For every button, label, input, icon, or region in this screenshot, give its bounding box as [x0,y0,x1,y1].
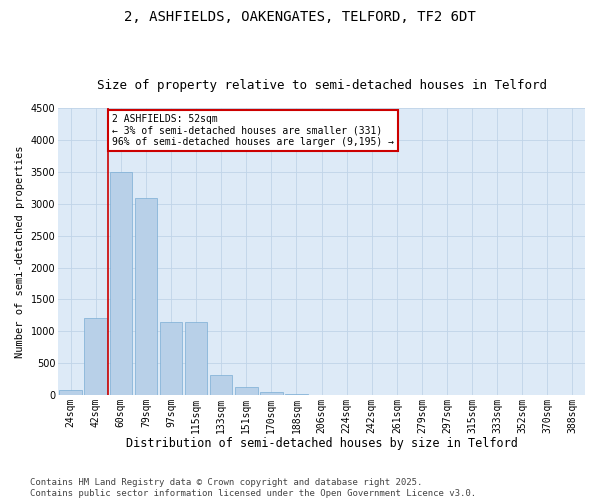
Text: 2, ASHFIELDS, OAKENGATES, TELFORD, TF2 6DT: 2, ASHFIELDS, OAKENGATES, TELFORD, TF2 6… [124,10,476,24]
Bar [185,322,208,395]
Bar [110,172,132,395]
Y-axis label: Number of semi-detached properties: Number of semi-detached properties [15,146,25,358]
Bar [134,198,157,395]
X-axis label: Distribution of semi-detached houses by size in Telford: Distribution of semi-detached houses by … [125,437,517,450]
Text: 2 ASHFIELDS: 52sqm
← 3% of semi-detached houses are smaller (331)
96% of semi-de: 2 ASHFIELDS: 52sqm ← 3% of semi-detached… [112,114,394,146]
Bar [235,386,257,395]
Bar [59,390,82,395]
Bar [85,318,107,395]
Bar [160,322,182,395]
Bar [260,392,283,395]
Bar [285,394,308,395]
Bar [210,375,232,395]
Text: Contains HM Land Registry data © Crown copyright and database right 2025.
Contai: Contains HM Land Registry data © Crown c… [30,478,476,498]
Title: Size of property relative to semi-detached houses in Telford: Size of property relative to semi-detach… [97,79,547,92]
